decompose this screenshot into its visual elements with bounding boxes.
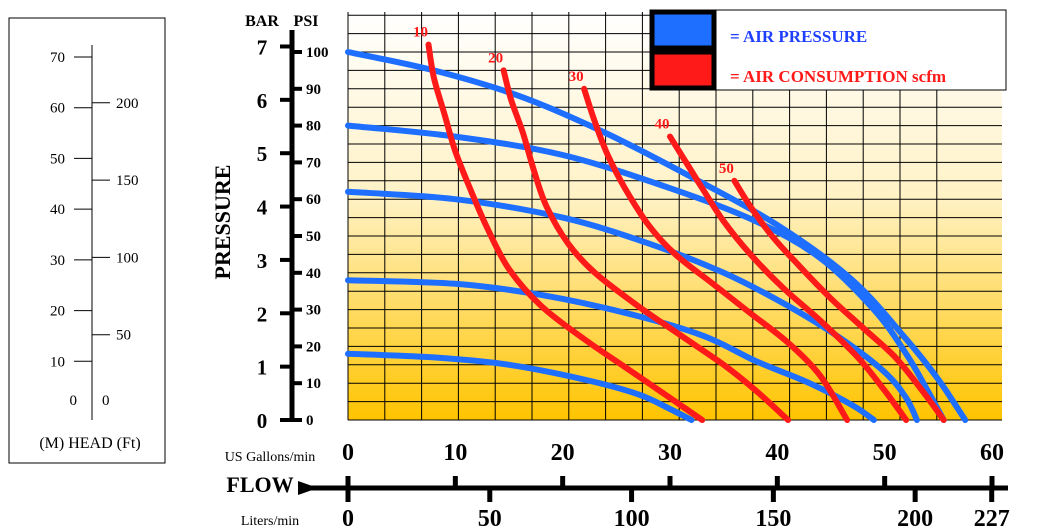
head-tick-label-meters: 20 — [50, 304, 65, 320]
x-tick-label-lpm: 50 — [478, 506, 502, 530]
y-tick-label-psi: 80 — [306, 119, 321, 135]
head-tick-label-meters: 30 — [50, 253, 65, 269]
y-tick-label-bar: 0 — [257, 409, 268, 433]
head-scale-frame — [8, 17, 166, 464]
y-axis-ticks: 0 10 20 30 40 50 60 70 80 90 100 0 1 2 3 4 5 6 7 — [257, 35, 329, 433]
x-tick-label-gpm: 10 — [443, 440, 467, 466]
head-tick-label-meters: 50 — [50, 151, 65, 167]
air-consumption-curve-10 — [425, 41, 706, 423]
x-tick-label-gpm: 20 — [551, 440, 575, 466]
air-pressure-curves — [345, 49, 969, 423]
x-tick-label-lpm: 200 — [897, 506, 933, 530]
head-tick-label-meters: 60 — [50, 101, 65, 117]
y-tick-label-bar: 6 — [257, 89, 268, 113]
y-tick-label-psi: 70 — [306, 155, 321, 171]
air-consumption-curve-40 — [667, 133, 910, 423]
head-tick-label-feet: 200 — [116, 96, 139, 112]
y-tick-label-psi: 0 — [306, 413, 314, 429]
x-ticks-lpm: 0 50 100 150 200 227 — [342, 488, 1010, 530]
air-consumption-label-10: 10 — [413, 25, 428, 41]
x-tick-label-gpm: 50 — [873, 440, 897, 466]
head-tick-label-feet: 150 — [116, 173, 139, 189]
y-tick-label-psi: 60 — [306, 192, 321, 208]
y-units-bar: BAR — [245, 13, 279, 30]
x-ticks-gpm: 0 10 20 30 40 50 60 — [342, 440, 1004, 490]
legend-swatch-air-pressure — [649, 9, 717, 51]
air-consumption-labels: 10 20 30 40 50 — [413, 25, 734, 177]
head-tick-label-feet: 100 — [116, 250, 139, 266]
y-units-psi: PSI — [294, 13, 319, 30]
x-tick-label-gpm: 30 — [658, 440, 682, 466]
y-tick-label-bar: 3 — [257, 249, 268, 273]
x-tick-label-lpm: 227 — [974, 506, 1010, 530]
air-consumption-curve-50 — [731, 177, 947, 423]
y-tick-label-psi: 20 — [306, 339, 321, 355]
head-tick-label-meters: 40 — [50, 202, 65, 218]
x-units-gpm: US Gallons/min — [225, 450, 316, 465]
y-tick-label-psi: 100 — [306, 45, 329, 61]
y-tick-label-bar: 1 — [257, 356, 268, 380]
legend-label-air-consumption: = AIR CONSUMPTION scfm — [730, 67, 946, 86]
legend: = AIR PRESSURE = AIR CONSUMPTION scfm — [649, 9, 1007, 91]
air-consumption-curve-30 — [581, 85, 851, 423]
air-consumption-label-20: 20 — [488, 50, 503, 66]
air-consumption-curves — [425, 41, 947, 423]
x-units-lpm: Liters/min — [241, 514, 299, 529]
y-axis-label: PRESSURE — [210, 165, 235, 280]
y-tick-label-psi: 90 — [306, 82, 321, 98]
head-tick-label-meters: 0 — [70, 393, 78, 409]
head-scale-label: (M) HEAD (Ft) — [39, 435, 140, 452]
head-tick-label-feet: 50 — [116, 328, 131, 344]
x-tick-label-gpm: 40 — [765, 440, 789, 466]
air-consumption-label-30: 30 — [569, 69, 584, 85]
flow-axis-arrow — [298, 481, 318, 495]
air-consumption-label-40: 40 — [655, 117, 670, 133]
head-tick-label-feet: 0 — [102, 393, 110, 409]
air-pressure-curve-1 — [345, 49, 969, 423]
y-tick-label-psi: 10 — [306, 376, 321, 392]
head-tick-label-meters: 10 — [50, 354, 65, 370]
y-tick-label-psi: 50 — [306, 229, 321, 245]
legend-label-air-pressure: = AIR PRESSURE — [730, 27, 867, 46]
legend-swatch-air-consumption — [649, 49, 717, 91]
air-pressure-curve-2 — [345, 122, 947, 423]
y-tick-label-bar: 4 — [257, 196, 268, 220]
air-pressure-curve-5 — [345, 350, 695, 423]
x-tick-label-gpm: 0 — [342, 440, 354, 466]
air-pressure-curve-3 — [345, 188, 920, 423]
x-tick-label-gpm: 60 — [980, 440, 1004, 466]
y-tick-label-psi: 40 — [306, 266, 321, 282]
y-tick-label-bar: 5 — [257, 142, 268, 166]
y-tick-label-bar: 2 — [257, 302, 268, 326]
y-tick-label-psi: 30 — [306, 303, 321, 319]
y-tick-label-bar: 7 — [257, 35, 268, 59]
head-tick-label-meters: 70 — [50, 50, 65, 66]
x-tick-label-lpm: 0 — [342, 506, 354, 530]
x-tick-label-lpm: 100 — [614, 506, 650, 530]
air-consumption-curve-20 — [500, 67, 792, 423]
x-axis-label: FLOW — [226, 472, 293, 497]
x-tick-label-lpm: 150 — [755, 506, 791, 530]
air-consumption-label-50: 50 — [719, 161, 734, 177]
